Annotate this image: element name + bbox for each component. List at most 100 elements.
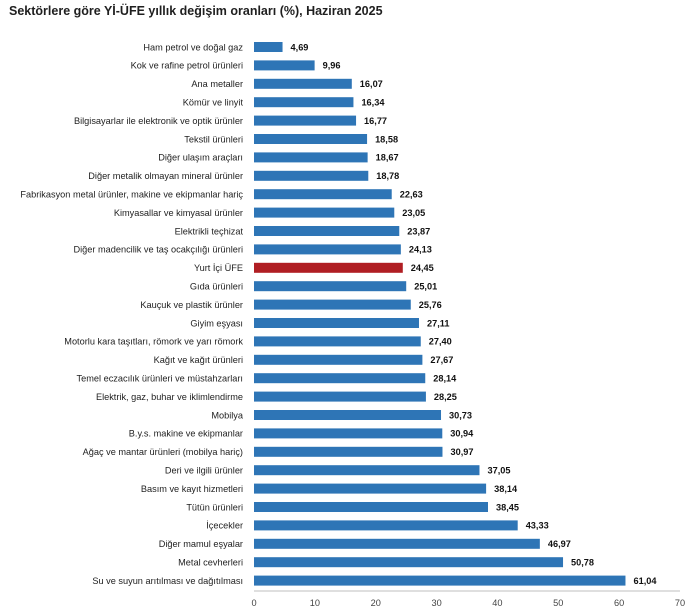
bar [254, 299, 411, 310]
bar [254, 226, 400, 236]
bar [254, 373, 426, 384]
category-label: Giyim eşyası [190, 318, 243, 328]
category-label: Temel eczacılık ürünleri ve müstahzarlar… [77, 374, 243, 384]
value-label: 27,67 [430, 355, 453, 365]
value-label: 25,01 [414, 282, 437, 292]
category-label: Kauçuk ve plastik ürünler [140, 300, 243, 310]
category-labels-group: Ham petrol ve doğal gaz Kok ve rafine pet… [20, 42, 244, 586]
x-tick-label: 0 [251, 598, 256, 608]
category-label: Kimyasallar ve kimyasal ürünler [114, 208, 243, 218]
category-label: Gıda ürünleri [190, 282, 243, 292]
value-label: 23,87 [407, 226, 430, 236]
bar [254, 207, 395, 218]
x-tick-label: 30 [431, 598, 441, 608]
category-label: Bilgisayarlar ile elektronik ve optik ür… [74, 116, 243, 126]
value-label: 18,78 [376, 171, 399, 181]
bar-highlight [254, 262, 403, 273]
value-label: 25,76 [419, 300, 442, 310]
category-label: Tütün ürünleri [186, 502, 243, 512]
category-label: Kok ve rafine petrol ürünleri [131, 61, 243, 71]
x-tick-label: 40 [492, 598, 502, 608]
value-label: 16,77 [364, 116, 387, 126]
value-label: 16,07 [360, 79, 383, 89]
category-label: Diğer mamul eşyalar [159, 539, 243, 549]
value-label: 30,94 [450, 429, 474, 439]
x-tick-label: 20 [371, 598, 381, 608]
category-label: Yurt İçi ÜFE [194, 263, 243, 273]
bar [254, 538, 540, 549]
value-label: 18,58 [375, 134, 398, 144]
bar [254, 115, 357, 126]
category-label: Fabrikasyon metal ürünler, makine ve eki… [20, 190, 243, 200]
bar [254, 575, 626, 586]
category-label: Deri ve ilgili ürünler [165, 466, 243, 476]
value-label: 43,33 [526, 521, 549, 531]
bar [254, 189, 392, 200]
x-tick-labels-group: 0 10 20 30 40 50 60 70 [251, 598, 685, 608]
bar [254, 281, 407, 292]
value-label: 24,13 [409, 245, 432, 255]
value-label: 30,73 [449, 410, 472, 420]
value-label: 18,67 [376, 153, 399, 163]
value-label: 46,97 [548, 539, 571, 549]
category-label: Kömür ve linyit [183, 98, 244, 108]
category-label: Ana metaller [191, 79, 243, 89]
category-label: Tekstil ürünleri [184, 134, 243, 144]
value-label: 50,78 [571, 558, 594, 568]
bar [254, 152, 368, 163]
value-label: 28,25 [434, 392, 457, 402]
bar [254, 97, 354, 108]
category-label: Elektrik, gaz, buhar ve iklimlendirme [96, 392, 243, 402]
bars-group [254, 42, 626, 586]
value-label: 22,63 [400, 190, 423, 200]
value-label: 30,97 [450, 447, 473, 457]
bar [254, 502, 488, 512]
value-label: 16,34 [361, 98, 385, 108]
bar [254, 520, 518, 531]
category-label: Metal cevherleri [178, 558, 243, 568]
category-label: Motorlu kara taşıtları, römork ve yarı r… [64, 337, 243, 347]
category-label: Kağıt ve kağıt ürünleri [154, 355, 243, 365]
bar [254, 354, 423, 365]
category-label: Mobilya [211, 410, 244, 420]
bar [254, 134, 368, 144]
value-labels-group: 4,69 9,96 16,07 16,34 16,77 18,58 18,67 18,7822… [291, 42, 658, 586]
value-label: 9,96 [323, 61, 341, 71]
bar [254, 318, 419, 328]
category-label: Diğer ulaşım araçları [158, 153, 243, 163]
chart-title: Sektörlere göre Yİ-ÜFE yıllık değişim or… [9, 4, 383, 18]
x-tick-label: 70 [675, 598, 685, 608]
category-label: İçecekler [206, 521, 243, 531]
x-tick-label: 50 [553, 598, 563, 608]
category-label: Diğer madencilik ve taş ocakçılığı ürünl… [73, 245, 243, 255]
value-label: 4,69 [291, 42, 309, 52]
category-label: B.y.s. makine ve ekipmanlar [129, 429, 243, 439]
category-label: Ağaç ve mantar ürünleri (mobilya hariç) [83, 447, 243, 457]
x-tick-label: 60 [614, 598, 624, 608]
value-label: 27,40 [429, 337, 452, 347]
value-label: 28,14 [433, 374, 457, 384]
value-label: 38,45 [496, 502, 519, 512]
bar [254, 557, 564, 568]
value-label: 27,11 [427, 318, 449, 328]
value-label: 61,04 [633, 576, 657, 586]
bar [254, 42, 283, 52]
value-label: 24,45 [411, 263, 434, 273]
bar [254, 410, 442, 420]
x-tick-label: 10 [310, 598, 320, 608]
bar [254, 483, 487, 494]
bar [254, 446, 443, 457]
bar [254, 336, 421, 347]
category-label: Basım ve kayıt hizmetleri [141, 484, 243, 494]
bar [254, 78, 352, 89]
value-label: 37,05 [487, 466, 510, 476]
bar [254, 60, 315, 71]
category-label: Su ve suyun arıtılması ve dağıtılması [92, 576, 243, 586]
category-label: Diğer metalik olmayan mineral ürünler [88, 171, 243, 181]
bar [254, 391, 426, 402]
bar [254, 428, 443, 439]
bar [254, 465, 480, 476]
bar [254, 170, 369, 181]
category-label: Ham petrol ve doğal gaz [143, 42, 243, 52]
